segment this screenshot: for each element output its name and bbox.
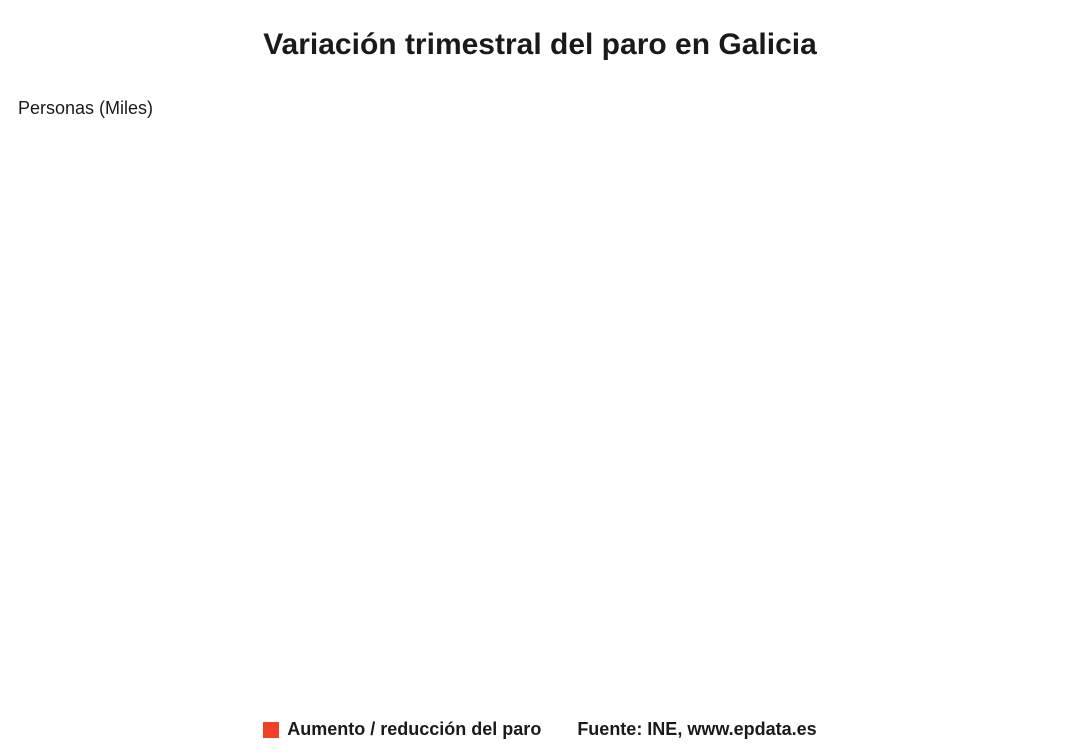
legend-label: Aumento / reducción del paro xyxy=(287,719,541,740)
legend-swatch xyxy=(263,722,279,738)
legend: Aumento / reducción del paro xyxy=(263,719,541,740)
chart-svg xyxy=(70,132,1075,584)
chart-area xyxy=(70,132,1075,584)
y-axis-label: Personas (Miles) xyxy=(18,98,153,119)
chart-title: Variación trimestral del paro en Galicia xyxy=(0,0,1080,62)
source-text: Fuente: INE, www.epdata.es xyxy=(577,719,816,740)
chart-footer: Aumento / reducción del paro Fuente: INE… xyxy=(0,719,1080,740)
